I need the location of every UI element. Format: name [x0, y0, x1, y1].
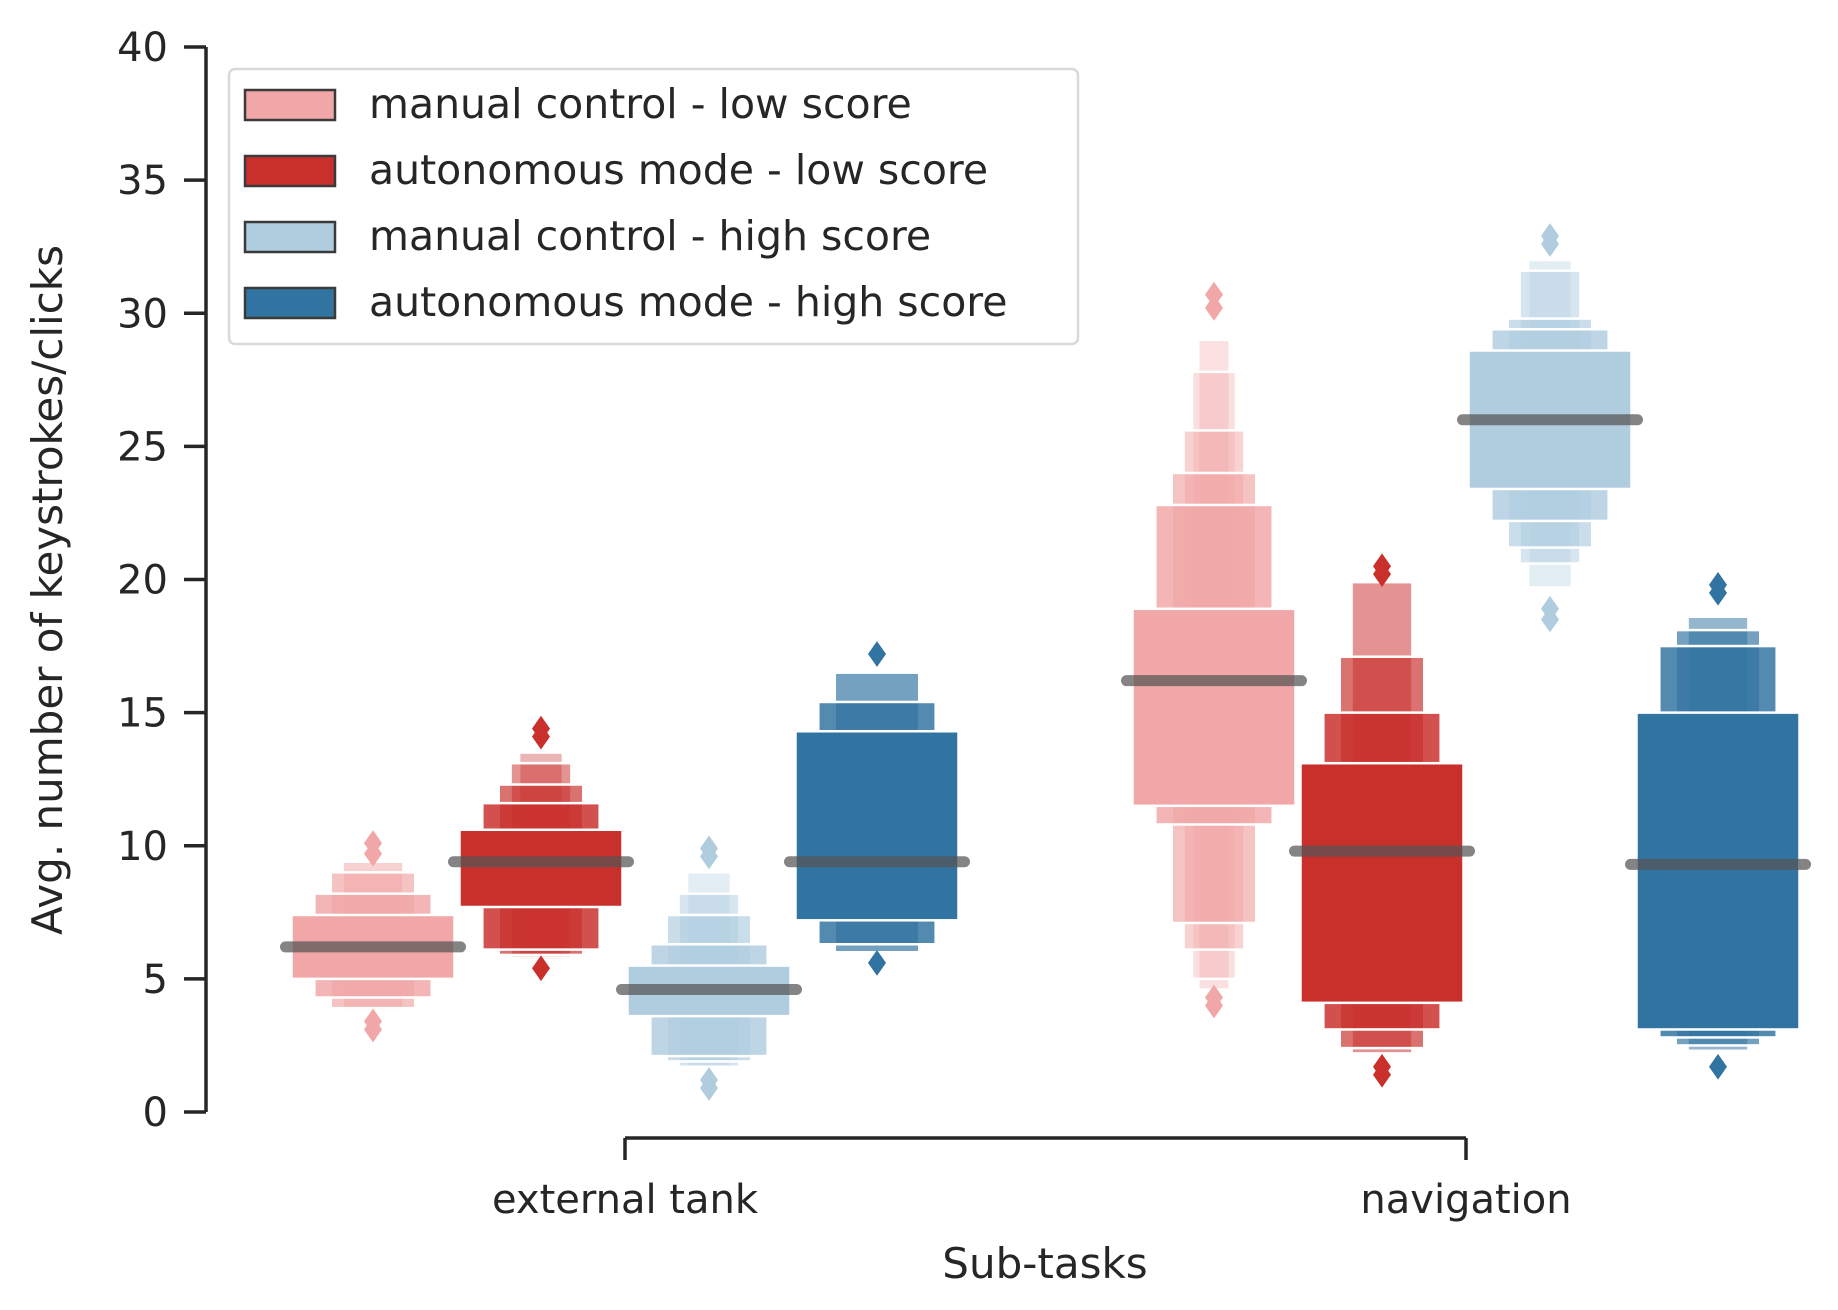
legend-swatch: [243, 154, 337, 188]
outlier-point: [867, 641, 887, 667]
boxen-group: [280, 830, 466, 1043]
outlier-point: [363, 1016, 383, 1043]
boxen-box: [1635, 711, 1801, 1031]
legend-label: autonomous mode - high score: [369, 278, 1007, 326]
legend-item: manual control - low score: [243, 80, 912, 128]
outlier-point: [363, 830, 383, 856]
legend-swatch: [243, 220, 337, 254]
legend-label: manual control - high score: [369, 212, 931, 260]
boxen-group: [1121, 281, 1307, 1019]
outlier-point: [531, 715, 551, 742]
legend-label: autonomous mode - low score: [369, 146, 988, 194]
boxen-box: [794, 730, 960, 922]
y-tick-label: 35: [117, 158, 168, 204]
boxen-group: [1625, 571, 1811, 1080]
y-tick-label: 5: [143, 957, 168, 1003]
y-tick-label: 30: [117, 291, 168, 337]
legend-item: manual control - high score: [243, 212, 931, 260]
outlier-point: [1708, 571, 1728, 598]
x-tick-label: external tank: [492, 1177, 759, 1223]
outlier-point: [1204, 295, 1224, 321]
outlier-point: [1540, 595, 1560, 622]
legend-item: autonomous mode - high score: [243, 278, 1007, 326]
legend-item: autonomous mode - low score: [243, 146, 988, 194]
outlier-point: [699, 835, 719, 862]
boxen-box: [1131, 607, 1297, 808]
legend: manual control - low score autonomous mod…: [227, 67, 1080, 346]
y-axis-title: Avg. number of keystrokes/clicks: [23, 245, 72, 935]
y-tick-label: 15: [117, 691, 168, 737]
x-axis: external tank navigation: [492, 1136, 1572, 1223]
boxen-group: [1289, 553, 1475, 1088]
x-tick-label: navigation: [1360, 1177, 1571, 1223]
x-axis-title: Sub-tasks: [942, 1239, 1147, 1288]
y-tick-label: 40: [117, 25, 168, 71]
boxen-box: [458, 828, 624, 909]
legend-label: manual control - low score: [369, 80, 912, 128]
outlier-point: [1204, 281, 1224, 308]
boxen-group: [1457, 223, 1643, 633]
plot-marks: [280, 223, 1811, 1101]
y-tick-label: 0: [143, 1090, 168, 1136]
boxen-group: [616, 835, 802, 1101]
outlier-point: [1540, 223, 1560, 249]
y-tick-label: 25: [117, 424, 168, 470]
y-tick-label: 10: [117, 824, 168, 870]
legend-swatch: [243, 286, 337, 320]
outlier-point: [699, 1067, 719, 1093]
outlier-point: [531, 955, 551, 982]
outlier-point: [1372, 1053, 1392, 1080]
boxen-group: [784, 641, 970, 976]
outlier-point: [1372, 553, 1392, 580]
outlier-point: [1708, 1053, 1728, 1080]
legend-swatch: [243, 88, 337, 122]
y-tick-label: 20: [117, 558, 168, 604]
boxen-box: [1299, 761, 1465, 1005]
outlier-point: [867, 950, 887, 976]
boxen-group: [448, 715, 634, 982]
legend-frame: [227, 67, 1080, 346]
y-axis: 0 5 10 15 20 25 30 35 40: [117, 25, 208, 1136]
outlier-point: [1204, 984, 1224, 1011]
